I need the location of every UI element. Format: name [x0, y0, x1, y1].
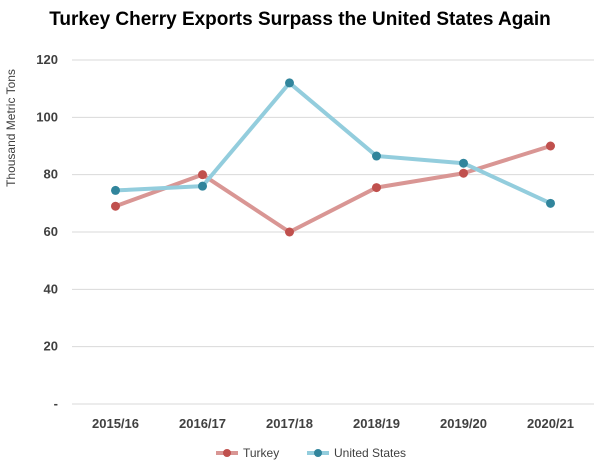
data-point: [111, 201, 120, 211]
y-tick-label: 20: [44, 339, 58, 354]
series-line: [113, 80, 553, 206]
x-tick-label: 2016/17: [179, 416, 226, 431]
series-united-states: [111, 78, 555, 208]
y-tick-label: 40: [44, 281, 58, 296]
y-axis-label: Thousand Metric Tons: [4, 69, 18, 187]
series-group: [111, 78, 555, 237]
y-tick-label: 100: [36, 109, 58, 124]
y-tick-label: -: [54, 396, 58, 411]
data-point: [285, 227, 294, 237]
data-point: [285, 78, 294, 88]
data-point: [546, 198, 555, 208]
data-point: [198, 181, 207, 191]
legend[interactable]: Turkey United States: [216, 446, 406, 460]
legend-label: United States: [334, 446, 406, 460]
chart-title: Turkey Cherry Exports Surpass the United…: [49, 9, 551, 30]
x-tick-label: 2017/18: [266, 416, 313, 431]
legend-label: Turkey: [243, 446, 279, 460]
data-point: [459, 158, 468, 168]
x-tick-label: 2020/21: [527, 416, 574, 431]
y-tick-label: 120: [36, 52, 58, 67]
y-tick-label: 60: [44, 224, 58, 239]
y-tick-labels: - 20 40 60 80 100 120: [36, 52, 58, 411]
x-tick-label: 2018/19: [353, 416, 400, 431]
data-point: [546, 141, 555, 151]
data-point: [372, 183, 381, 193]
gridlines: [72, 59, 594, 405]
data-point: [111, 185, 120, 195]
x-tick-label: 2019/20: [440, 416, 487, 431]
data-point: [459, 168, 468, 178]
data-point: [372, 151, 381, 161]
legend-item-turkey[interactable]: Turkey: [216, 446, 279, 460]
legend-swatch-marker: [314, 449, 322, 457]
legend-item-united-states[interactable]: United States: [307, 446, 406, 460]
x-tick-labels: 2015/16 2016/17 2017/18 2018/19 2019/20 2020/…: [92, 416, 574, 431]
legend-swatch-marker: [223, 449, 231, 457]
data-point: [198, 170, 207, 180]
x-tick-label: 2015/16: [92, 416, 139, 431]
y-tick-label: 80: [44, 167, 58, 182]
